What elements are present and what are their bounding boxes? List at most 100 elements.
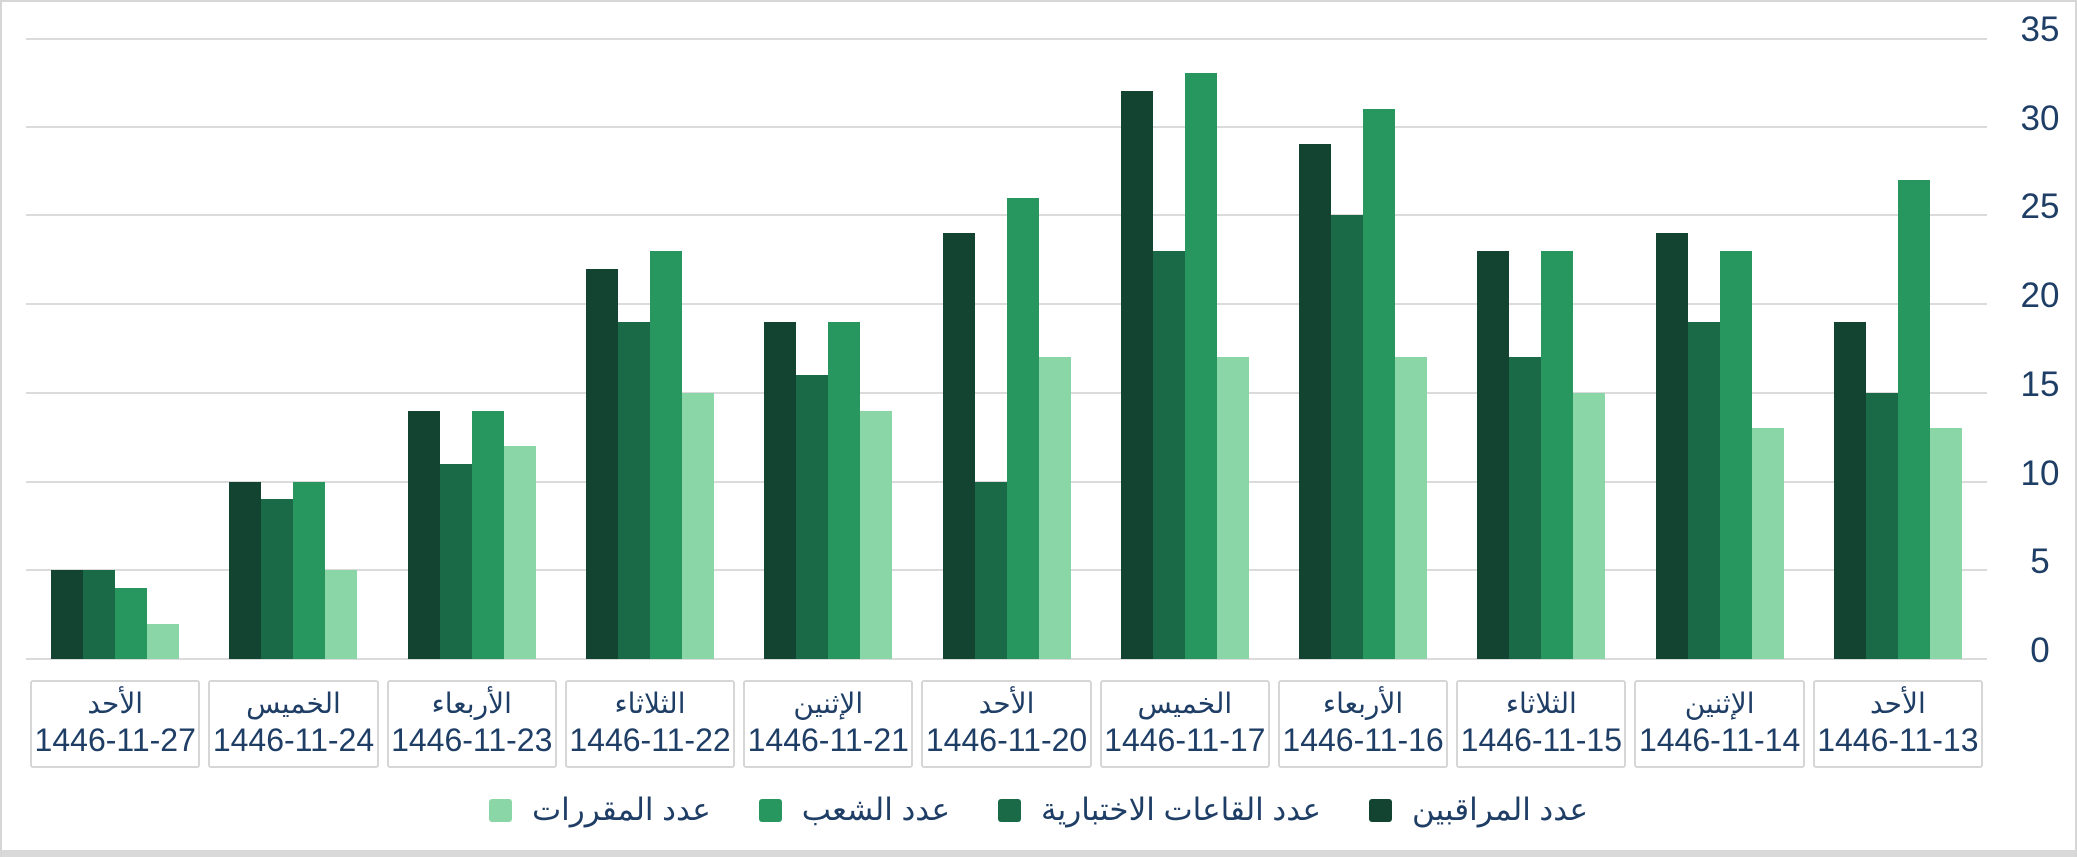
- legend: عدد المراقبين عدد القاعات الاختبارية عدد ا…: [2, 786, 2075, 834]
- bar[interactable]: [1331, 215, 1364, 659]
- bar[interactable]: [764, 322, 797, 659]
- x-axis-label-box: الإثنين 1446-11-21: [743, 680, 914, 768]
- bar[interactable]: [1655, 233, 1688, 659]
- day-label: الإثنين: [1684, 688, 1755, 719]
- bar[interactable]: [586, 269, 618, 659]
- bar[interactable]: [860, 411, 893, 659]
- bar-groups: [26, 38, 1987, 659]
- bar[interactable]: [1477, 251, 1510, 659]
- bar-group: [204, 38, 382, 659]
- legend-label: عدد المراقبين: [1411, 792, 1588, 827]
- bar[interactable]: [51, 570, 84, 659]
- x-axis: الأحد 1446-11-13 الإثنين 1446-11-14 الثلاثاء…: [26, 680, 1987, 768]
- bar-group: [917, 38, 1095, 659]
- y-axis: 0 5 10 15 20 25 30 35: [2001, 2, 2077, 702]
- legend-swatch: [489, 798, 512, 822]
- x-axis-label-box: الأحد 1446-11-20: [921, 680, 1092, 768]
- bar[interactable]: [1509, 357, 1542, 659]
- bar[interactable]: [147, 624, 180, 659]
- bar[interactable]: [1897, 180, 1930, 659]
- bar[interactable]: [1038, 357, 1071, 659]
- bar[interactable]: [83, 570, 116, 659]
- day-label: الخميس: [1137, 688, 1233, 719]
- bar[interactable]: [796, 375, 829, 659]
- date-label: 1446-11-14: [1638, 722, 1801, 758]
- bar[interactable]: [618, 322, 650, 659]
- x-axis-label-box: الإثنين 1446-11-14: [1634, 680, 1805, 768]
- y-tick-label: 0: [2030, 631, 2050, 670]
- date-label: 1446-11-20: [925, 722, 1088, 758]
- legend-item[interactable]: عدد المقررات: [489, 792, 711, 828]
- day-label: الأربعاء: [431, 688, 512, 719]
- date-label: 1446-11-15: [1460, 722, 1622, 758]
- y-tick-label: 25: [2020, 187, 2060, 226]
- legend-item[interactable]: عدد الشعب: [758, 792, 951, 828]
- bar[interactable]: [1395, 357, 1428, 659]
- gridline: [26, 303, 1987, 305]
- plot-area: [26, 38, 1987, 660]
- gridline: [26, 126, 1987, 128]
- x-axis-label-box: الأحد 1446-11-27: [30, 680, 201, 768]
- x-axis-label-box: الخميس 1446-11-17: [1099, 680, 1270, 768]
- x-axis-label-box: الخميس 1446-11-24: [208, 680, 379, 768]
- bar[interactable]: [1687, 322, 1720, 659]
- bar[interactable]: [1120, 91, 1153, 659]
- bar[interactable]: [407, 411, 440, 659]
- bar[interactable]: [828, 322, 861, 659]
- y-tick-label: 10: [2020, 454, 2060, 493]
- legend-swatch: [1368, 798, 1392, 822]
- bar[interactable]: [1216, 357, 1249, 659]
- y-tick-label: 5: [2030, 542, 2050, 581]
- bar[interactable]: [974, 482, 1007, 659]
- gridline: [26, 38, 1987, 40]
- bar-group: [383, 38, 561, 659]
- y-tick-label: 15: [2020, 365, 2060, 404]
- day-label: الإثنين: [793, 688, 864, 719]
- bar[interactable]: [942, 233, 975, 659]
- x-axis-label-box: الثلاثاء 1446-11-22: [564, 680, 736, 768]
- day-label: الخميس: [246, 688, 341, 719]
- y-tick-label: 30: [2020, 99, 2060, 138]
- horizontal-scrollbar-track[interactable]: [2, 850, 2075, 857]
- bar[interactable]: [325, 570, 358, 659]
- bar[interactable]: [471, 411, 504, 659]
- bar[interactable]: [1006, 198, 1039, 659]
- bar-group: [26, 38, 204, 659]
- bar[interactable]: [1719, 251, 1752, 659]
- bar[interactable]: [1299, 144, 1332, 659]
- date-label: 1446-11-23: [391, 722, 553, 758]
- bar[interactable]: [1833, 322, 1866, 659]
- day-label: الأحد: [87, 688, 144, 719]
- bar[interactable]: [1573, 393, 1606, 659]
- legend-label: عدد الشعب: [801, 792, 951, 827]
- bar[interactable]: [439, 464, 472, 659]
- day-label: الثلاثاء: [614, 688, 686, 719]
- x-axis-label-box: الأحد 1446-11-13: [1812, 680, 1983, 768]
- date-label: 1446-11-17: [1104, 722, 1266, 758]
- bar[interactable]: [1865, 393, 1898, 659]
- bar[interactable]: [261, 499, 294, 659]
- date-label: 1446-11-16: [1282, 722, 1444, 758]
- legend-item[interactable]: عدد المراقبين: [1368, 792, 1588, 828]
- x-axis-label-box: الثلاثاء 1446-11-15: [1456, 680, 1627, 768]
- bar[interactable]: [1184, 73, 1217, 659]
- bar[interactable]: [503, 446, 536, 659]
- bar[interactable]: [1929, 428, 1962, 659]
- legend-item[interactable]: عدد القاعات الاختبارية: [998, 792, 1321, 828]
- day-label: الأحد: [978, 688, 1035, 719]
- bar[interactable]: [1152, 251, 1185, 659]
- bar[interactable]: [229, 482, 262, 659]
- bar[interactable]: [1541, 251, 1574, 659]
- bar[interactable]: [682, 393, 714, 659]
- x-axis-label-box: الأربعاء 1446-11-16: [1277, 680, 1449, 768]
- bar[interactable]: [1751, 428, 1784, 659]
- legend-label: عدد القاعات الاختبارية: [1041, 792, 1321, 827]
- bar-group: [1809, 38, 1987, 659]
- bar[interactable]: [1363, 109, 1396, 659]
- bar[interactable]: [293, 482, 326, 659]
- date-label: 1446-11-22: [569, 722, 731, 758]
- bar[interactable]: [650, 251, 682, 659]
- bar-group: [1274, 38, 1452, 659]
- bar[interactable]: [115, 588, 148, 659]
